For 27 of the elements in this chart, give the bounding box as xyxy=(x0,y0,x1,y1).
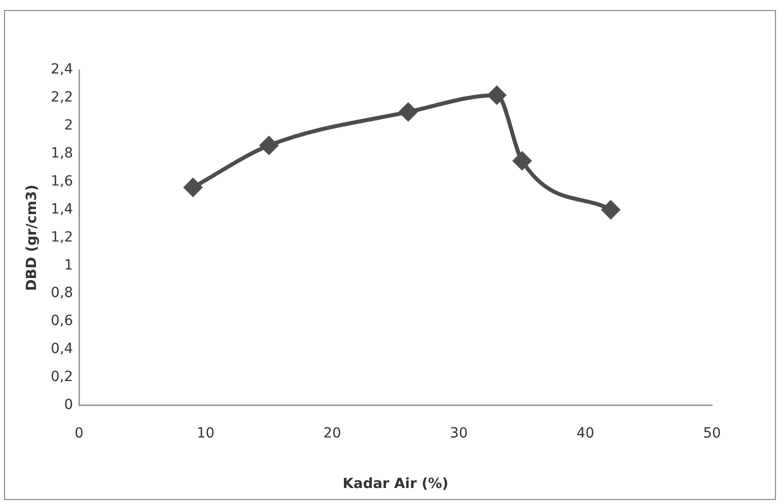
y-tick-label: 0 xyxy=(64,397,74,414)
y-tick-label: 2,4 xyxy=(50,62,74,78)
x-tick-label: 20 xyxy=(323,425,342,442)
point xyxy=(513,152,532,170)
y-tick-label: 2,2 xyxy=(50,90,74,106)
x-tick-label: 0 xyxy=(74,425,84,442)
x-tick-label: 40 xyxy=(576,425,594,442)
y-tick-label: 1,4 xyxy=(50,201,74,218)
point xyxy=(488,86,506,104)
x-tick-label: 10 xyxy=(196,425,215,442)
x-tick-label: 30 xyxy=(450,425,468,442)
point xyxy=(260,136,278,154)
y-tick-label: 0,6 xyxy=(50,313,74,330)
x-tick-label: 50 xyxy=(703,425,721,442)
y-tick-label: 1 xyxy=(64,257,74,274)
y-tick-label: 0,8 xyxy=(50,285,74,302)
y-tick-label: 0,4 xyxy=(50,341,74,358)
y-tick-label: 1,2 xyxy=(50,229,74,246)
y-tick-label: 1,6 xyxy=(50,173,74,190)
point xyxy=(184,178,202,196)
point xyxy=(399,102,418,121)
y-axis-title: DBD (gr/cm3) xyxy=(24,184,40,291)
y-tick-label: 2 xyxy=(64,118,74,134)
y-tick-label: 1,8 xyxy=(50,145,74,162)
y-tick-label: 0,2 xyxy=(50,369,74,386)
point xyxy=(602,200,620,219)
x-axis-title: Kadar Air (%) xyxy=(342,476,448,492)
